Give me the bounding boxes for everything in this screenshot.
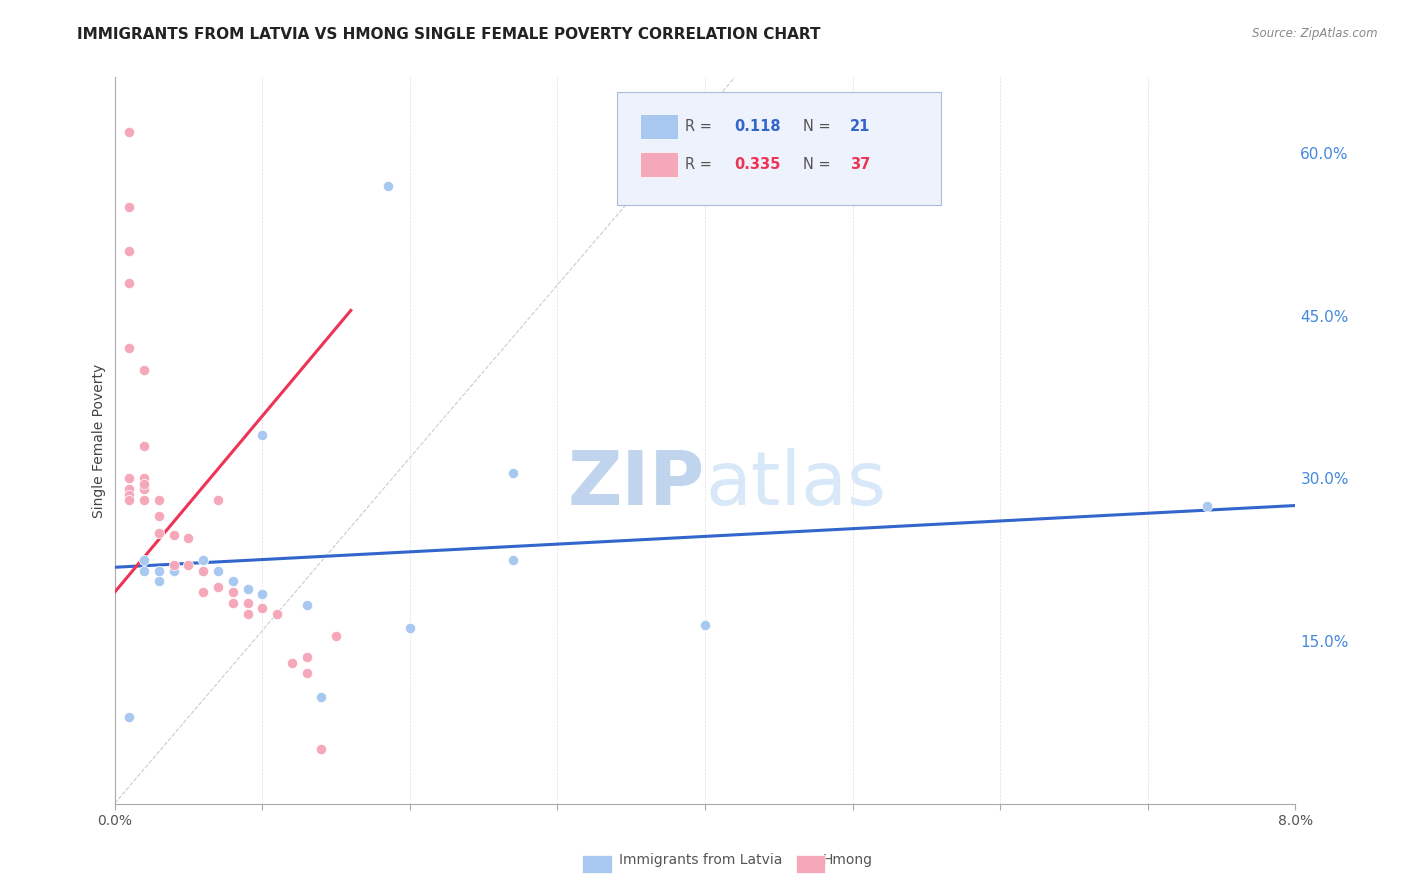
Point [207, 564, 229, 578]
Point [236, 596, 259, 610]
Point [502, 552, 524, 566]
Text: 37: 37 [851, 157, 870, 172]
Point [193, 585, 215, 599]
Y-axis label: Single Female Poverty: Single Female Poverty [93, 363, 107, 517]
Point [118, 201, 141, 215]
Point [134, 363, 156, 377]
Point [148, 525, 170, 540]
Text: 0.118: 0.118 [734, 120, 782, 135]
Point [163, 558, 186, 573]
Point [148, 509, 170, 524]
Point [118, 342, 141, 356]
Point [134, 482, 156, 496]
Point [148, 564, 170, 578]
Point [1195, 499, 1218, 513]
Text: 0.335: 0.335 [734, 157, 780, 172]
Point [134, 564, 156, 578]
Text: Hmong: Hmong [823, 853, 873, 867]
Point [281, 656, 304, 670]
Point [134, 552, 156, 566]
Point [502, 466, 524, 480]
Point [163, 564, 186, 578]
Point [236, 582, 259, 596]
FancyBboxPatch shape [640, 114, 678, 139]
Text: R =: R = [685, 120, 717, 135]
Point [252, 428, 274, 442]
Point [222, 596, 245, 610]
Point [222, 585, 245, 599]
FancyBboxPatch shape [640, 153, 678, 177]
Point [207, 580, 229, 594]
Point [134, 439, 156, 453]
Text: ZIP: ZIP [568, 448, 704, 521]
Point [693, 617, 716, 632]
Point [118, 710, 141, 724]
Point [118, 493, 141, 508]
Point [193, 564, 215, 578]
Point [399, 621, 422, 635]
Point [193, 564, 215, 578]
Point [134, 476, 156, 491]
Text: atlas: atlas [704, 448, 886, 521]
Point [118, 244, 141, 258]
Text: N =: N = [803, 157, 835, 172]
Point [118, 125, 141, 139]
Point [236, 607, 259, 621]
Point [252, 587, 274, 601]
Point [148, 574, 170, 589]
Point [252, 601, 274, 615]
Text: R =: R = [685, 157, 717, 172]
Text: Source: ZipAtlas.com: Source: ZipAtlas.com [1253, 27, 1378, 40]
Text: 21: 21 [851, 120, 870, 135]
FancyBboxPatch shape [616, 92, 941, 204]
Point [311, 690, 333, 705]
Point [118, 482, 141, 496]
Point [325, 628, 347, 642]
Point [295, 650, 318, 665]
Point [295, 598, 318, 612]
Text: Immigrants from Latvia: Immigrants from Latvia [619, 853, 782, 867]
Point [163, 528, 186, 542]
Point [193, 552, 215, 566]
Point [118, 488, 141, 502]
Point [177, 531, 200, 545]
Point [148, 493, 170, 508]
Point [207, 493, 229, 508]
Text: IMMIGRANTS FROM LATVIA VS HMONG SINGLE FEMALE POVERTY CORRELATION CHART: IMMIGRANTS FROM LATVIA VS HMONG SINGLE F… [77, 27, 821, 42]
Point [295, 666, 318, 681]
Text: N =: N = [803, 120, 835, 135]
Point [377, 178, 399, 193]
Point [177, 558, 200, 573]
Point [311, 742, 333, 756]
Point [118, 277, 141, 291]
Point [134, 493, 156, 508]
Point [266, 607, 288, 621]
Point [134, 471, 156, 485]
Point [222, 574, 245, 589]
Point [118, 471, 141, 485]
